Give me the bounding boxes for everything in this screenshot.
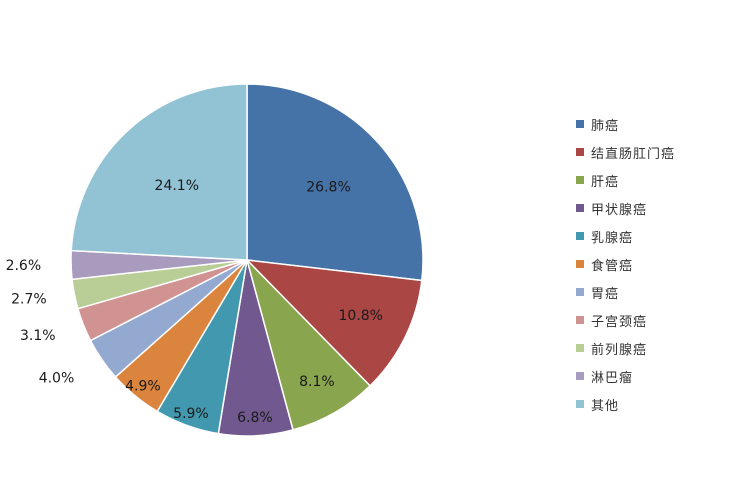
legend-item: 肺癌 <box>576 110 675 138</box>
pie-label-5: 5.9% <box>173 406 209 422</box>
legend-swatch <box>576 372 584 380</box>
legend-label: 肺癌 <box>591 118 620 134</box>
pie-label-7: 4.0% <box>39 370 75 386</box>
pie-slice-3 <box>245 257 372 431</box>
legend-item: 甲状腺癌 <box>576 194 675 222</box>
pie-slice-2 <box>244 259 423 387</box>
pie-slices <box>70 83 424 437</box>
pie-label-9: 2.7% <box>11 292 47 308</box>
legend-item: 淋巴瘤 <box>576 362 675 390</box>
pie-labels: 26.8% 10.8% 8.1% 6.8% 5.9% 4.9% 4.0% 3.1% 2.7% 2.… <box>6 178 383 426</box>
legend-item: 结直肠肛门癌 <box>576 138 675 166</box>
legend-label: 子宫颈癌 <box>591 314 648 330</box>
legend-swatch <box>576 316 584 324</box>
legend-label: 肝癌 <box>591 174 620 190</box>
pie-label-4: 6.8% <box>237 410 273 426</box>
legend-label: 胃癌 <box>591 286 620 302</box>
pie-label-8: 3.1% <box>20 328 56 344</box>
legend-label: 淋巴瘤 <box>591 370 634 386</box>
pie-slice-11 <box>70 83 248 261</box>
legend-item: 食管癌 <box>576 250 675 278</box>
legend-label: 甲状腺癌 <box>591 202 648 218</box>
legend-swatch <box>576 288 584 296</box>
legend-swatch <box>576 344 584 352</box>
legend-item: 其他 <box>576 390 675 418</box>
legend-swatch <box>576 176 584 184</box>
legend-label: 其他 <box>591 398 620 414</box>
pie-label-11: 24.1% <box>155 178 199 194</box>
legend-swatch <box>576 232 584 240</box>
legend-swatch <box>576 148 584 156</box>
legend-swatch <box>576 120 584 128</box>
legend-label: 乳腺癌 <box>591 230 634 246</box>
pie-label-10: 2.6% <box>6 258 42 274</box>
legend-item: 前列腺癌 <box>576 334 675 362</box>
pie-label-6: 4.9% <box>125 378 161 394</box>
legend-label: 食管癌 <box>591 258 634 274</box>
pie-label-2: 10.8% <box>339 308 383 324</box>
legend-swatch <box>576 204 584 212</box>
legend-swatch <box>576 260 584 268</box>
legend-item: 子宫颈癌 <box>576 306 675 334</box>
pie-label-1: 26.8% <box>306 179 350 195</box>
legend-item: 乳腺癌 <box>576 222 675 250</box>
pie-label-3: 8.1% <box>299 374 335 390</box>
legend-label: 前列腺癌 <box>591 342 648 358</box>
pie-slice-1 <box>246 83 424 282</box>
legend-swatch <box>576 400 584 408</box>
legend-item: 肝癌 <box>576 166 675 194</box>
legend-item: 胃癌 <box>576 278 675 306</box>
legend-label: 结直肠肛门癌 <box>591 146 676 162</box>
legend: 肺癌结直肠肛门癌 肝癌甲状腺癌乳腺癌食管癌胃癌子宫颈癌前列腺癌淋巴瘤其他 <box>576 110 675 418</box>
